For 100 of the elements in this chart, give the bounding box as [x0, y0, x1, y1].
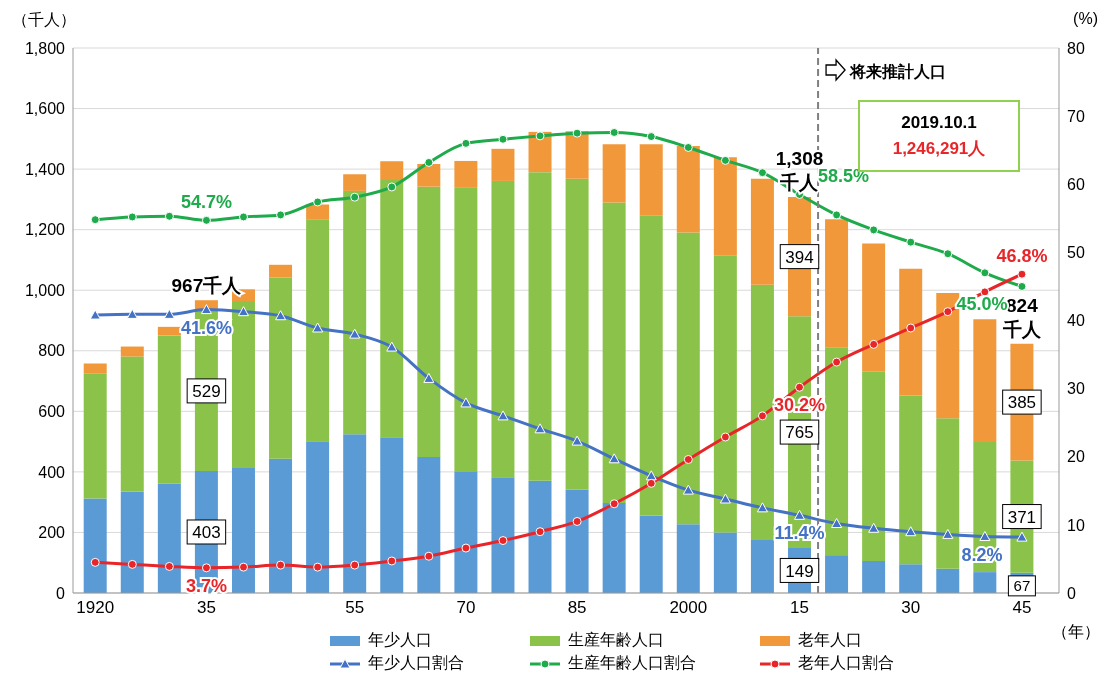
bar: [491, 477, 515, 593]
bar: [491, 180, 515, 478]
y-tick-label: 1,800: [24, 39, 66, 57]
point: [609, 127, 619, 137]
point: [794, 509, 806, 520]
data-label: 67: [1013, 577, 1031, 595]
x-tick-label: 30: [901, 598, 921, 618]
point: [239, 562, 249, 572]
y2-tick-label: 60: [1067, 175, 1085, 193]
x-tick-label: 35: [196, 598, 216, 618]
y2-tick-label: 70: [1067, 107, 1085, 125]
bar: [713, 255, 737, 533]
point: [535, 131, 545, 141]
point: [276, 210, 286, 220]
point: [868, 522, 880, 533]
annotation: 1,246,291人: [891, 138, 987, 160]
point: [164, 561, 174, 571]
point: [387, 556, 397, 566]
y-tick-label: 800: [38, 342, 66, 360]
bar: [936, 568, 960, 593]
point: [572, 516, 582, 526]
bar: [973, 572, 997, 593]
bar: [565, 178, 589, 490]
y2-tick-label: 20: [1067, 448, 1085, 466]
bar: [899, 395, 923, 565]
point: [906, 237, 916, 247]
bar: [602, 144, 626, 203]
bar: [713, 532, 737, 593]
bar: [83, 363, 107, 374]
legend-label: 年少人口割合: [368, 653, 464, 673]
legend-label: 年少人口: [368, 630, 432, 650]
point: [387, 182, 397, 192]
bar: [120, 346, 144, 357]
point: [498, 134, 508, 144]
point: [201, 215, 211, 225]
bar: [565, 489, 589, 593]
point: [350, 192, 360, 202]
point: [943, 307, 953, 317]
bar: [862, 371, 886, 561]
annotation: 2019.10.1: [900, 112, 978, 134]
y-tick-label: 0: [56, 584, 66, 602]
data-label: 46.8%: [996, 246, 1048, 267]
bar: [157, 335, 181, 484]
point: [349, 328, 361, 339]
bar: [639, 215, 663, 516]
data-label: 54.7%: [180, 192, 232, 213]
legend-label: 生産年齢人口: [568, 630, 664, 650]
data-label: 371: [1007, 507, 1037, 527]
bar: [343, 174, 367, 191]
y-tick-label: 1,400: [24, 160, 66, 178]
point: [312, 322, 324, 333]
point: [386, 341, 398, 352]
bar: [417, 163, 441, 187]
point: [1017, 269, 1027, 279]
y-tick-label: 1,200: [24, 221, 66, 239]
x-tick-label: 1920: [76, 598, 115, 618]
point: [832, 357, 842, 367]
bar: [306, 219, 330, 442]
point: [1017, 281, 1027, 291]
point: [943, 249, 953, 259]
data-label: 529: [192, 382, 221, 402]
point: [276, 560, 286, 570]
point: [980, 268, 990, 278]
y2-tick-label: 50: [1067, 244, 1085, 262]
point: [461, 138, 471, 148]
point: [350, 560, 360, 570]
x-tick-label: 2000: [669, 598, 708, 618]
bar: [491, 148, 515, 181]
bar: [639, 515, 663, 593]
point: [645, 470, 657, 481]
x-tick-label: 85: [567, 598, 587, 618]
point: [535, 527, 545, 537]
bar: [676, 232, 700, 525]
bar: [639, 144, 663, 216]
bar: [157, 483, 181, 593]
bar: [120, 491, 144, 593]
point: [126, 308, 138, 319]
y-tick-label: 1,000: [24, 281, 66, 299]
bar: [565, 131, 589, 179]
bar: [713, 157, 737, 256]
data-label: 403: [192, 523, 221, 543]
bar: [157, 326, 181, 336]
note-frame: 2019.10.1 1,246,291人: [858, 100, 1020, 172]
bar: [120, 356, 144, 492]
y2-tick-label: 30: [1067, 380, 1085, 398]
point: [609, 499, 619, 509]
bar: [676, 146, 700, 233]
bar: [454, 160, 478, 188]
point: [423, 372, 435, 383]
point: [683, 142, 693, 152]
bar: [750, 540, 774, 593]
bar: [899, 564, 923, 593]
bar: [306, 204, 330, 220]
point: [646, 478, 656, 488]
bar: [676, 524, 700, 593]
point: [682, 484, 694, 495]
point: [460, 397, 472, 408]
point: [90, 215, 100, 225]
data-label: 149: [785, 561, 814, 581]
bar: [528, 480, 552, 593]
